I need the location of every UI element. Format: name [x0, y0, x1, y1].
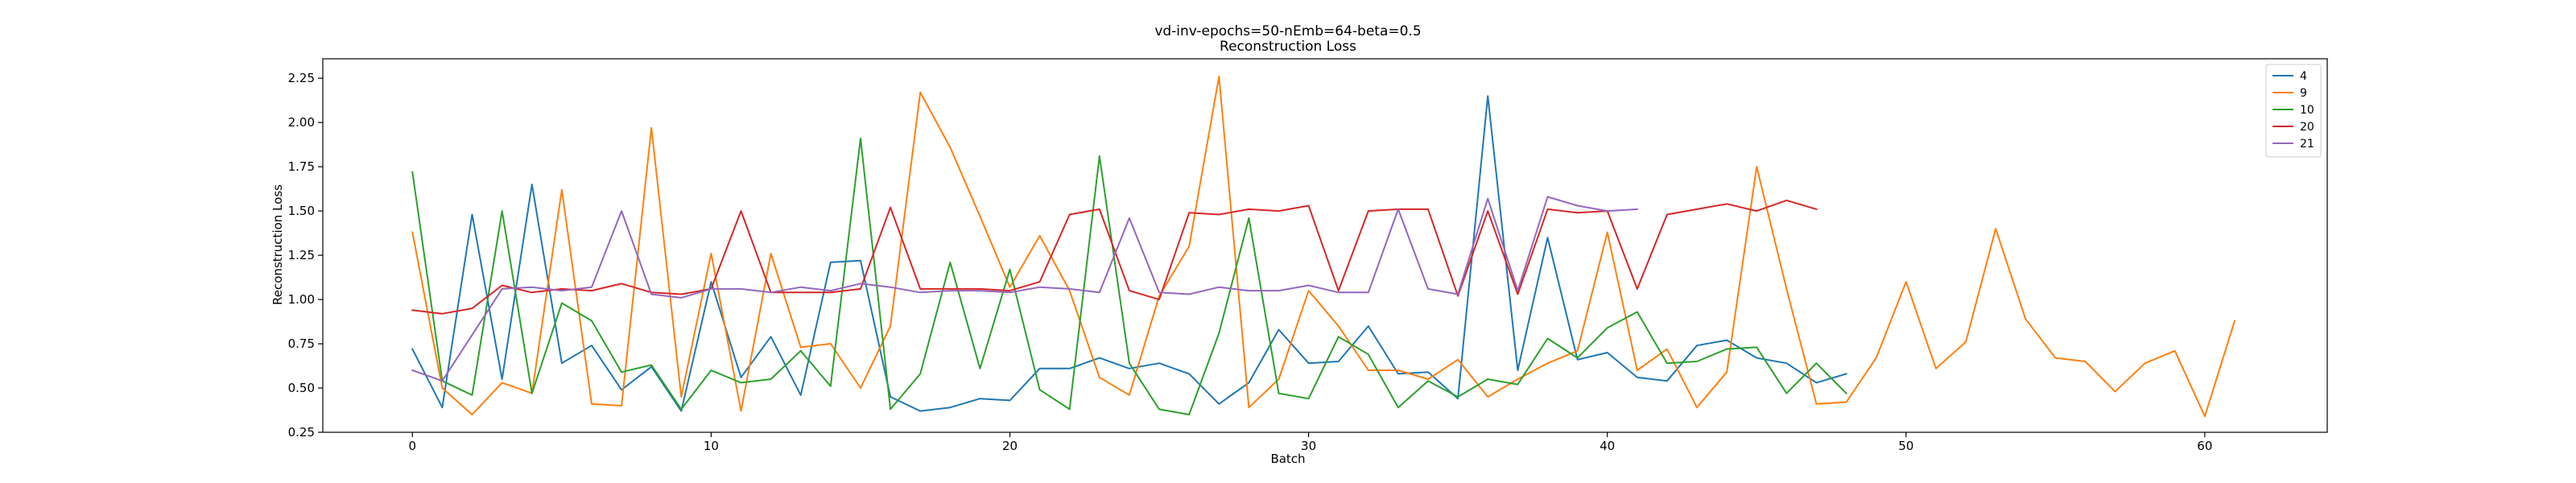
series-line-9 — [411, 76, 2236, 418]
x-tick-label: 20 — [1002, 439, 1018, 453]
legend-label-4: 4 — [2300, 70, 2307, 83]
x-tick-label: 50 — [1898, 439, 1913, 453]
legend: 4 9 10 20 21 — [2265, 64, 2322, 158]
y-tick-label: 1.50 — [288, 204, 315, 218]
legend-box — [2265, 64, 2322, 158]
y-tick-label: 0.50 — [288, 381, 315, 395]
y-tick-label: 0.75 — [288, 336, 315, 351]
plot-area: 0 10 20 30 40 50 60 0.25 0.50 0.75 1.00 1.25 1.50 1.7… — [288, 58, 2328, 453]
legend-label-10: 10 — [2300, 104, 2314, 117]
y-tick-label: 0.25 — [288, 425, 315, 440]
y-tick-label: 2.25 — [288, 71, 315, 85]
y-tick-label: 1.00 — [288, 292, 315, 307]
series-line-21 — [411, 196, 1638, 382]
x-tick-label: 60 — [2197, 439, 2212, 453]
series-line-10 — [411, 138, 1847, 415]
x-tick-label: 10 — [704, 439, 719, 453]
chart-subtitle: Reconstruction Loss — [1220, 39, 1356, 55]
x-tick-label: 40 — [1600, 439, 1615, 453]
x-tick-label: 0 — [409, 439, 417, 453]
series-line-4 — [411, 95, 1847, 412]
legend-label-9: 9 — [2300, 87, 2307, 100]
series-line-20 — [411, 199, 1818, 315]
y-tick-label: 1.25 — [288, 248, 315, 262]
y-tick-label: 1.75 — [288, 159, 315, 174]
x-axis-label: Batch — [1270, 452, 1305, 466]
axes-frame — [322, 58, 2328, 433]
x-tick-label: 30 — [1301, 439, 1316, 453]
legend-label-20: 20 — [2300, 121, 2314, 134]
chart-title: vd-inv-epochs=50-nEmb=64-beta=0.5 — [1154, 23, 1421, 39]
y-tick-label: 2.00 — [288, 115, 315, 130]
legend-label-21: 21 — [2300, 138, 2314, 151]
y-axis-label: Reconstruction Loss — [270, 184, 285, 305]
